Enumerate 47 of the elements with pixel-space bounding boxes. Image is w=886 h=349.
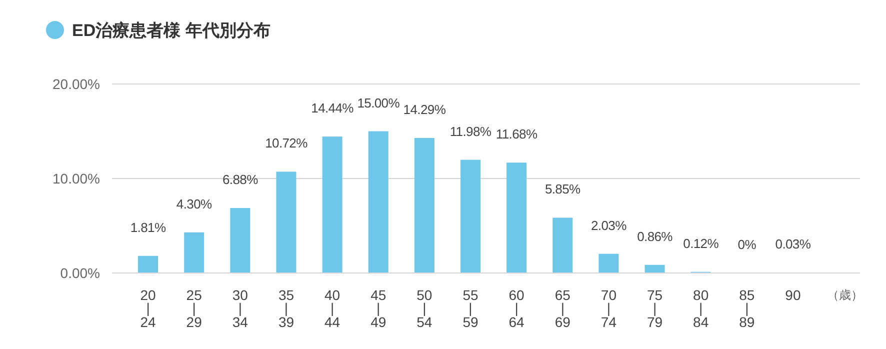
data-label: 6.88% [222, 172, 259, 187]
x-tick-label: 75|79 [646, 287, 663, 330]
bar [276, 172, 296, 273]
x-axis-title: （歳） [827, 288, 863, 302]
x-tick-label: 25|29 [186, 287, 202, 330]
x-tick-label: 55|59 [462, 287, 478, 330]
x-tick-label: 30|34 [232, 287, 248, 330]
y-tick-label: 0.00% [60, 265, 100, 281]
bar [138, 256, 158, 273]
x-tick-label: 60|64 [508, 287, 525, 330]
data-label: 2.03% [591, 218, 628, 233]
data-label: 0.12% [683, 236, 720, 251]
bar [230, 208, 250, 273]
y-tick-label: 10.00% [52, 170, 100, 186]
x-tick-label: 80|84 [693, 287, 709, 330]
data-label: 0% [738, 237, 757, 252]
legend-label: ED治療患者様 年代別分布 [72, 21, 270, 40]
x-tick-label: 40|44 [324, 287, 340, 330]
data-label: 14.29% [403, 102, 446, 117]
data-label: 1.81% [130, 220, 166, 235]
data-label: 10.72% [265, 136, 308, 151]
bar [460, 160, 480, 273]
x-tick-label: 50|54 [416, 287, 432, 330]
x-tick-label: 35|39 [278, 287, 294, 330]
bar [598, 254, 619, 273]
data-label: 4.30% [176, 196, 213, 212]
x-tick-label: 70|74 [600, 287, 617, 330]
data-label: 15.00% [357, 95, 400, 110]
y-tick-label: 20.00% [52, 76, 100, 92]
bar [644, 264, 665, 273]
data-label: 11.98% [450, 124, 492, 139]
bar [414, 138, 434, 273]
x-tick-label: 20|24 [140, 287, 156, 330]
data-label: 0.86% [637, 228, 674, 244]
bar [552, 218, 573, 273]
bar [322, 136, 342, 273]
data-label: 14.44% [311, 100, 354, 116]
data-label: 5.85% [544, 182, 582, 197]
x-tick-label: 65|69 [554, 287, 571, 330]
bar [506, 162, 527, 273]
bar [184, 232, 204, 273]
x-tick-label: 85|89 [739, 287, 755, 330]
data-label: 0.03% [775, 236, 812, 252]
data-label: 11.68% [496, 126, 538, 142]
x-tick-label: 90 [785, 287, 801, 303]
x-tick-label: 45|49 [370, 287, 386, 330]
bar [368, 131, 388, 273]
